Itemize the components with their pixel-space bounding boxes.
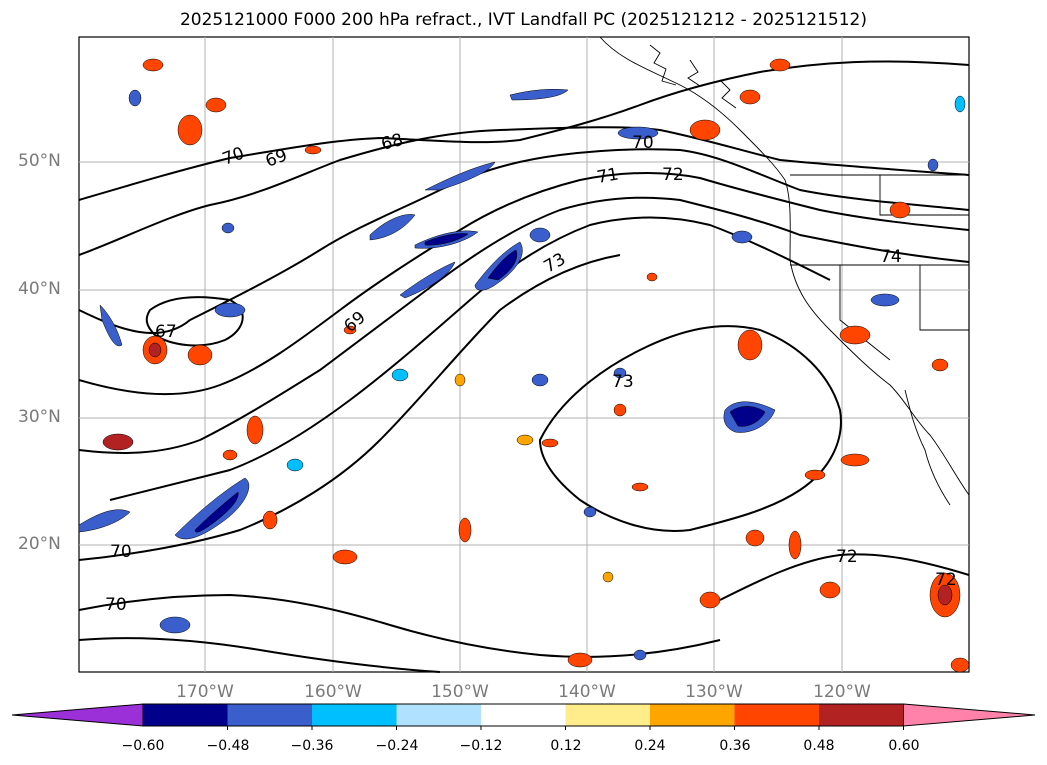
lat-label: 30°N	[18, 407, 61, 427]
colorbar-tick: 0.24	[634, 738, 666, 754]
colorbar-extend-high	[903, 703, 1036, 727]
lat-label: 40°N	[18, 279, 61, 299]
contour-label: 67	[155, 322, 177, 342]
colorbar-tick: −0.12	[459, 738, 503, 754]
colorbar-tick: 0.12	[550, 738, 582, 754]
colorbar-segment	[312, 704, 397, 726]
contour-label: 73	[612, 372, 634, 392]
colorbar-tick: 0.60	[888, 738, 920, 754]
contour-label: 70	[632, 133, 654, 153]
colorbar-segment	[227, 704, 312, 726]
contour-label: 72	[836, 547, 858, 567]
colorbar-tick: 0.36	[719, 738, 751, 754]
colorbar-segment	[734, 704, 819, 726]
map-frame	[78, 36, 970, 673]
colorbar-tick: −0.36	[290, 738, 334, 754]
colorbar-segment	[143, 704, 228, 726]
colorbar-extend-low	[11, 703, 144, 727]
lon-label: 120°W	[813, 682, 871, 702]
lon-label: 170°W	[176, 682, 234, 702]
lat-label: 20°N	[18, 534, 61, 554]
contour-label: 70	[105, 595, 127, 615]
lon-label: 150°W	[431, 682, 489, 702]
contour-label: 72	[662, 165, 684, 185]
contour-label: 70	[110, 542, 132, 562]
colorbar-tick: −0.24	[375, 738, 419, 754]
colorbar-segment	[650, 704, 735, 726]
colorbar-frame	[142, 703, 904, 727]
positive-anomaly-patches	[102, 58, 970, 673]
negative-anomaly-patches	[78, 88, 966, 661]
colorbar-segment	[396, 704, 481, 726]
map-title: 2025121000 F000 200 hPa refract., IVT La…	[179, 10, 867, 30]
colorbar-segment	[819, 704, 904, 726]
colorbar-tick: 0.48	[803, 738, 835, 754]
lon-label: 160°W	[304, 682, 362, 702]
contour-label: 71	[595, 164, 620, 187]
contour-label: 72	[935, 570, 957, 590]
colorbar-tick: −0.60	[121, 738, 165, 754]
lon-label: 130°W	[685, 682, 743, 702]
lon-label: 140°W	[558, 682, 616, 702]
isolines	[78, 60, 970, 673]
colorbar-tick: −0.48	[206, 738, 250, 754]
colorbar-segment	[565, 704, 650, 726]
contour-label: 74	[880, 247, 902, 267]
colorbar-segment	[481, 704, 566, 726]
lat-label: 50°N	[18, 151, 61, 171]
